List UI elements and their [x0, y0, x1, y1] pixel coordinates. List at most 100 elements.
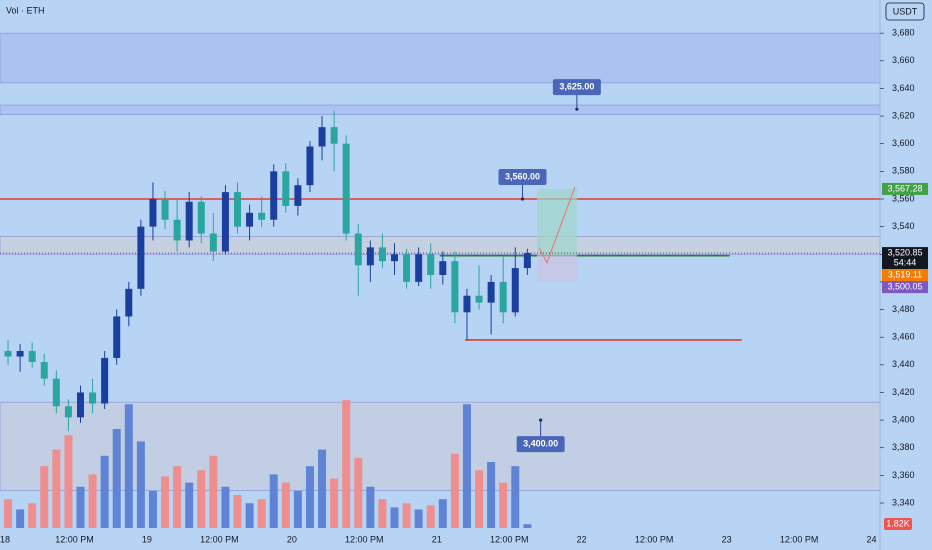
candle-body — [499, 281, 507, 313]
candle-body — [28, 351, 36, 363]
volume-bar — [511, 466, 520, 528]
y-tick-label: 3,460 — [892, 332, 915, 342]
candle-body — [125, 288, 133, 317]
candle-body — [366, 247, 374, 266]
candle-body — [137, 226, 145, 289]
candle-body — [487, 281, 495, 303]
x-tick-label: 12:00 PM — [490, 534, 529, 544]
volume-bar — [88, 474, 97, 528]
volume-bar — [221, 486, 230, 528]
y-tick-label: 3,660 — [892, 55, 915, 65]
candle-body — [52, 378, 60, 407]
price-label: 3,519.11 — [888, 269, 922, 279]
volume-bar — [245, 503, 254, 528]
volume-bar — [173, 466, 182, 528]
volume-bar — [64, 435, 73, 528]
volume-bar — [342, 400, 351, 528]
volume-bar — [124, 404, 133, 528]
volume-bar — [305, 466, 314, 528]
y-tick-label: 3,580 — [892, 166, 915, 176]
x-tick-label: 19 — [142, 534, 152, 544]
volume-bar — [281, 482, 290, 528]
currency-box[interactable] — [885, 2, 925, 21]
candle-body — [113, 316, 121, 358]
annotation-box — [516, 436, 565, 453]
candle-body — [378, 247, 386, 262]
volume-bar — [197, 470, 206, 528]
volume-bar — [209, 455, 218, 528]
y-tick-label: 3,600 — [892, 138, 915, 148]
candle-body — [463, 295, 471, 313]
candle-body — [233, 192, 241, 227]
y-tick-label: 3,380 — [892, 442, 915, 452]
volume-bar — [76, 486, 85, 528]
volume-bar — [293, 490, 302, 528]
candle-body — [523, 253, 531, 269]
y-tick-label: 3,400 — [892, 414, 915, 424]
volume-bar — [475, 470, 484, 528]
candle-body — [318, 127, 326, 147]
candle-body — [4, 351, 12, 357]
volume-bar — [52, 449, 61, 528]
y-tick-label: 3,640 — [892, 83, 915, 93]
volume-bar — [390, 507, 399, 528]
x-tick-label: 24 — [867, 534, 877, 544]
candle-body — [390, 254, 398, 262]
annotation-label: 3,625.00 — [559, 82, 594, 92]
volume-bar — [233, 495, 242, 528]
volume-bar — [378, 499, 387, 528]
volume-bar — [438, 499, 447, 528]
candle-body — [330, 127, 338, 144]
y-tick-label: 3,680 — [892, 28, 915, 38]
annotation-box — [552, 79, 601, 96]
candle-body — [89, 392, 97, 404]
volume-bar — [318, 449, 327, 528]
candle-body — [185, 201, 193, 241]
annotation-label: 3,560.00 — [505, 171, 540, 181]
candle-body — [149, 198, 157, 227]
y-tick-label: 3,540 — [892, 221, 915, 231]
volume-bar — [4, 499, 13, 528]
candle-body — [209, 233, 217, 252]
candle-body — [427, 254, 435, 275]
x-tick-label: 20 — [287, 534, 297, 544]
y-tick-label: 3,360 — [892, 470, 915, 480]
price-label-box — [882, 182, 928, 195]
price-label: 3,500.05 — [887, 281, 922, 291]
volume-bar — [414, 509, 423, 528]
projection-arrow — [538, 186, 576, 264]
candle-body — [439, 261, 447, 275]
candle-body — [403, 254, 411, 282]
candle-body — [101, 357, 109, 404]
zone — [0, 401, 881, 491]
price-label-box — [882, 269, 928, 282]
price-label-box — [882, 247, 928, 270]
volume-bar — [40, 466, 49, 528]
volume-bar — [330, 478, 339, 528]
price-label: 3,567.28 — [887, 183, 922, 193]
candle-body — [282, 171, 290, 206]
volume-label: 1.82K — [886, 518, 910, 528]
volume-bar — [462, 404, 471, 528]
annotation-label: 3,400.00 — [523, 438, 558, 448]
candle-body — [258, 212, 266, 220]
y-tick-label: 3,480 — [892, 304, 915, 314]
x-tick-label: 12:00 PM — [635, 534, 674, 544]
zone — [0, 236, 881, 255]
volume-bar — [28, 503, 37, 528]
y-tick-label: 3,440 — [892, 359, 915, 369]
candle-body — [161, 198, 169, 220]
candle-body — [40, 362, 48, 379]
volume-bar — [366, 486, 375, 528]
price-label-box — [882, 281, 928, 294]
candle-body — [64, 406, 72, 418]
volume-bar — [523, 524, 532, 528]
y-tick-label: 3,620 — [892, 110, 915, 120]
x-tick-label: 18 — [0, 534, 10, 544]
price-label: 3,520.85 — [887, 247, 922, 257]
candle-body — [173, 219, 181, 241]
candle-body — [342, 143, 350, 234]
candle-body — [197, 201, 205, 234]
candle-body — [475, 295, 483, 303]
